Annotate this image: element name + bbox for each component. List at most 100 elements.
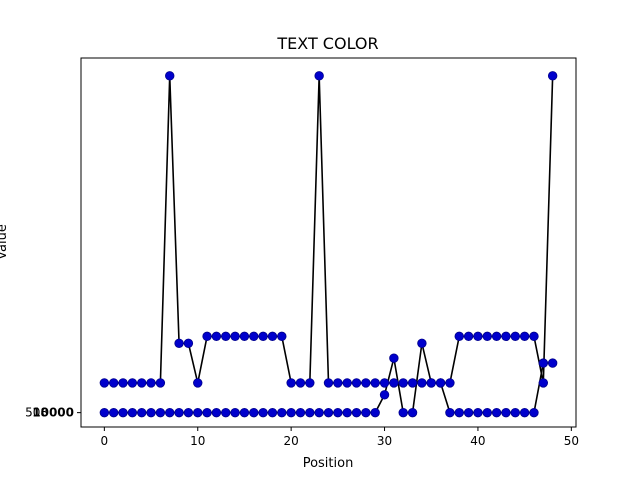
data-point-a [547, 71, 558, 81]
data-point-a [137, 378, 147, 388]
data-point-a [295, 378, 306, 388]
data-point-a [417, 378, 427, 388]
data-point-b [286, 407, 296, 418]
data-point-b [370, 407, 380, 418]
data-point-a [510, 331, 520, 342]
data-point-a [463, 331, 474, 342]
data-point-b [417, 338, 427, 348]
data-point-b [510, 407, 520, 418]
data-point-a [202, 331, 212, 342]
data-point-a [491, 331, 502, 342]
data-point-a [118, 378, 128, 388]
data-point-b [99, 407, 110, 418]
data-point-b [118, 407, 128, 418]
data-point-a [342, 378, 352, 388]
data-point-b [230, 407, 240, 418]
data-point-b [277, 407, 287, 418]
y-tick-label-overlap: 10000 [32, 406, 74, 420]
data-point-a [146, 378, 156, 388]
data-point-b [295, 407, 306, 418]
data-point-a [323, 378, 334, 388]
plot-frame [80, 57, 577, 428]
data-point-a [127, 378, 138, 388]
y-tick-label: 508 [25, 406, 48, 420]
data-point-a [174, 338, 184, 348]
x-tick-label: 30 [377, 434, 392, 448]
data-point-a [165, 71, 175, 81]
data-point-b [529, 407, 539, 418]
data-point-a [445, 378, 455, 388]
x-tick-label: 40 [470, 434, 485, 448]
data-point-a [454, 331, 464, 342]
data-point-a [193, 378, 203, 388]
data-point-b [333, 407, 343, 418]
x-tick-label: 20 [284, 434, 299, 448]
data-point-a [519, 331, 530, 342]
data-point-a [473, 331, 483, 342]
data-point-a [183, 338, 194, 348]
data-point-b [491, 407, 502, 418]
data-point-a [333, 378, 343, 388]
data-point-a [267, 331, 278, 342]
x-axis: 0 10 20 30 40 50 [101, 427, 579, 448]
data-point-a [277, 331, 287, 342]
data-point-a [99, 378, 110, 388]
data-point-a [501, 331, 511, 342]
data-point-a [361, 378, 371, 388]
data-point-a [370, 378, 380, 388]
data-point-b [127, 407, 138, 418]
data-point-a [379, 378, 390, 388]
data-point-a [538, 378, 549, 388]
data-point-b [435, 378, 446, 388]
data-point-b [501, 407, 511, 418]
data-point-b [361, 407, 371, 418]
plot-area [99, 71, 558, 418]
data-point-b [305, 407, 315, 418]
data-point-b [351, 407, 362, 418]
data-point-b [267, 407, 278, 418]
data-point-a [351, 378, 362, 388]
data-point-b [239, 407, 250, 418]
data-point-a [305, 378, 315, 388]
data-point-b [165, 407, 175, 418]
data-point-b [323, 407, 334, 418]
data-point-b [473, 407, 483, 418]
data-point-a [389, 378, 399, 388]
data-point-b [221, 407, 231, 418]
data-point-a [221, 331, 231, 342]
data-point-b [463, 407, 474, 418]
data-point-b [389, 353, 399, 363]
data-point-b [426, 378, 436, 388]
chart-title: TEXT COLOR [276, 34, 378, 53]
data-point-a [529, 331, 539, 342]
x-tick-label: 10 [190, 434, 205, 448]
data-point-b [146, 407, 156, 418]
data-point-b [314, 407, 324, 418]
data-point-b [174, 407, 184, 418]
data-point-b [538, 358, 549, 368]
data-point-a [230, 331, 240, 342]
data-point-b [108, 407, 119, 418]
data-point-b [454, 407, 464, 418]
data-point-b [547, 358, 558, 368]
data-point-b [407, 407, 418, 418]
data-point-a [407, 378, 418, 388]
data-point-b [183, 407, 194, 418]
data-point-a [108, 378, 119, 388]
data-point-b [202, 407, 212, 418]
data-point-b [379, 390, 390, 400]
data-point-b [211, 407, 222, 418]
y-axis-label: Value [0, 224, 10, 260]
data-point-b [482, 407, 492, 418]
data-point-b [519, 407, 530, 418]
data-point-a [211, 331, 222, 342]
data-point-b [155, 407, 166, 418]
data-point-a [482, 331, 492, 342]
data-point-b [193, 407, 203, 418]
x-tick-label: 0 [101, 434, 109, 448]
data-point-b [249, 407, 259, 418]
x-axis-label: Position [303, 456, 354, 471]
data-point-b [137, 407, 147, 418]
